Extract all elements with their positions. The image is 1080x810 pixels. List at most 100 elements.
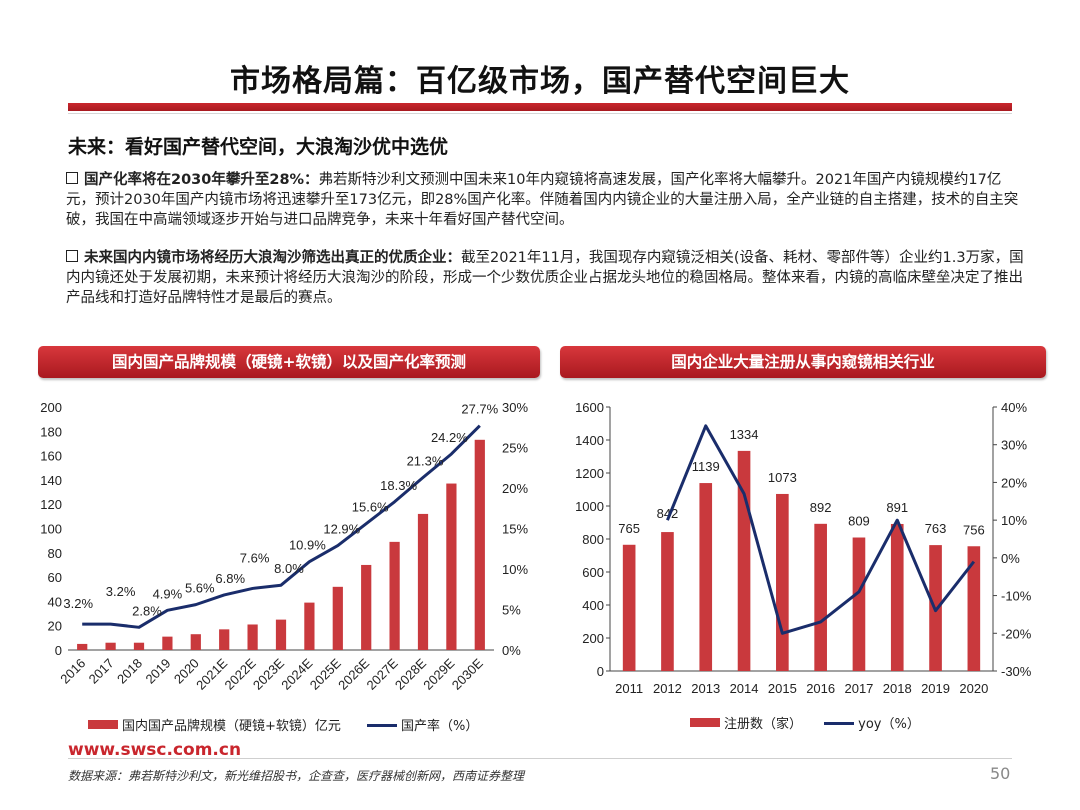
x-tick-label: 2014 xyxy=(730,681,759,696)
y-left-tick-label: 1600 xyxy=(575,400,604,415)
line-value-label: 10.9% xyxy=(289,538,326,553)
y-right-tick-label: 20% xyxy=(502,481,528,496)
line-series xyxy=(82,424,481,629)
x-tick-label: 2017 xyxy=(844,681,873,696)
x-tick-label: 2018 xyxy=(114,656,145,687)
x-tick-label: 2025E xyxy=(307,655,344,692)
bullet-2-text: 截至2021年11月，我国现存内窥镜泛相关(设备、耗材、零部件等）企业约1.3万… xyxy=(66,250,1024,306)
y-left-tick-label: 40 xyxy=(48,594,62,609)
y-right-tick-label: 25% xyxy=(502,441,528,456)
y-left-tick-label: 160 xyxy=(40,449,62,464)
bullet-1: 国产化率将在2030年攀升至28%：弗若斯特沙利文预测中国未来10年内窥镜将高速… xyxy=(66,170,1026,230)
y-left-tick-label: 80 xyxy=(48,546,62,561)
y-right-tick-label: 15% xyxy=(502,522,528,537)
bar-value-label: 892 xyxy=(810,500,832,515)
line-value-label: 4.9% xyxy=(153,586,183,601)
y-left-tick-label: 1400 xyxy=(575,433,604,448)
y-left-tick-label: 1200 xyxy=(575,466,604,481)
bar-value-label: 756 xyxy=(963,522,985,537)
bar xyxy=(190,634,201,650)
bar xyxy=(162,636,173,650)
x-tick-label: 2013 xyxy=(691,681,720,696)
bar xyxy=(852,537,866,671)
bar-value-label: 763 xyxy=(925,521,947,536)
bullet-1-lead: 国产化率将在2030年攀升至28%： xyxy=(84,172,319,188)
line-value-label: 21.3% xyxy=(407,453,444,468)
x-tick-label: 2024E xyxy=(278,655,315,692)
x-tick-label: 2022E xyxy=(222,655,259,692)
bar xyxy=(776,493,789,671)
line-series xyxy=(666,424,976,635)
x-tick-label: 2016 xyxy=(806,681,835,696)
line-value-label: 5.6% xyxy=(185,581,215,596)
bar xyxy=(967,546,981,671)
y-right-tick-label: 10% xyxy=(502,562,528,577)
bar-value-label: 1073 xyxy=(768,470,797,485)
x-tick-label: 2027E xyxy=(364,655,401,692)
left-chart-banner: 国内国产品牌规模（硬镜+软镜）以及国产化率预测 xyxy=(38,346,540,378)
y-left-tick-label: 140 xyxy=(40,473,62,488)
title-rule-thin xyxy=(68,113,1012,114)
y-left-tick-label: 800 xyxy=(582,532,604,547)
x-tick-label: 2015 xyxy=(768,681,797,696)
x-tick-label: 2021E xyxy=(193,655,230,692)
line-value-label: 18.3% xyxy=(380,478,417,493)
left-legend: 国内国产品牌规模（硬镜+软镜）亿元 国产率（%） xyxy=(88,715,478,734)
x-tick-label: 2026E xyxy=(335,655,372,692)
line-value-label: 12.9% xyxy=(323,522,360,537)
bar xyxy=(77,643,88,650)
x-tick-label: 2023E xyxy=(250,655,287,692)
line-value-label: 3.2% xyxy=(63,596,93,611)
bar xyxy=(219,629,230,650)
right-legend-line: yoy（%） xyxy=(824,717,920,732)
line-value-label: 7.6% xyxy=(240,550,270,565)
checkbox-bullet-icon xyxy=(66,250,78,262)
line-value-label: 2.8% xyxy=(132,603,162,618)
y-right-tick-label: 5% xyxy=(502,603,521,618)
right-legend-bar: 注册数（家） xyxy=(690,717,802,732)
bar xyxy=(622,544,636,671)
bar xyxy=(814,523,827,671)
left-legend-bar-label: 国内国产品牌规模（硬镜+软镜）亿元 xyxy=(122,719,341,734)
right-chart-banner: 国内企业大量注册从事内窥镜相关行业 xyxy=(560,346,1046,378)
right-legend: 注册数（家） yoy（%） xyxy=(690,713,920,732)
y-left-tick-label: 180 xyxy=(40,424,62,439)
line-value-label: 24.2% xyxy=(431,430,468,445)
bar-value-label: 809 xyxy=(848,514,870,529)
source-note: 数据来源：弗若斯特沙利文，新光维招股书，企查查，医疗器械创新网，西南证券整理 xyxy=(68,769,525,783)
bullet-1-text: 弗若斯特沙利文预测中国未来10年内窥镜将高速发展，国产化率将大幅攀升。2021年… xyxy=(66,172,1019,228)
checkbox-bullet-icon xyxy=(66,172,78,184)
y-left-tick-label: 200 xyxy=(40,400,62,415)
page-title: 市场格局篇：百亿级市场，国产替代空间巨大 xyxy=(230,64,850,99)
bar xyxy=(304,602,315,650)
website-link[interactable]: www.swsc.com.cn xyxy=(68,740,242,760)
y-right-tick-label: 30% xyxy=(502,400,528,415)
y-left-tick-label: 600 xyxy=(582,565,604,580)
title-rule xyxy=(68,103,1012,111)
y-right-tick-label: -30% xyxy=(1001,664,1032,679)
bar-value-label: 1334 xyxy=(730,427,759,442)
y-left-tick-label: 60 xyxy=(48,570,62,585)
bar-value-label: 891 xyxy=(886,500,908,515)
y-left-tick-label: 20 xyxy=(48,619,62,634)
bar xyxy=(661,532,674,671)
right-legend-bar-label: 注册数（家） xyxy=(724,717,803,732)
y-left-tick-label: 400 xyxy=(582,598,604,613)
x-tick-label: 2019 xyxy=(142,656,173,687)
x-tick-label: 2030E xyxy=(449,655,486,692)
y-left-tick-label: 0 xyxy=(55,643,62,658)
left-legend-line-label: 国产率（%） xyxy=(401,719,479,734)
y-right-tick-label: 10% xyxy=(1001,513,1027,528)
line-swatch-icon xyxy=(824,722,855,725)
x-tick-label: 2017 xyxy=(86,656,117,687)
y-left-tick-label: 200 xyxy=(582,631,604,646)
line-value-label: 3.2% xyxy=(106,584,136,599)
section-heading: 未来：看好国产替代空间，大浪淘沙优中选优 xyxy=(68,136,449,158)
bar-swatch-icon xyxy=(88,720,118,729)
line-value-label: 6.8% xyxy=(215,571,245,586)
bar-value-label: 1139 xyxy=(692,459,720,474)
x-tick-label: 2029E xyxy=(420,655,457,692)
y-left-tick-label: 120 xyxy=(40,497,62,512)
bar xyxy=(332,586,343,650)
right-chart: 0 200 400 600 800 1000 1200 1400 1600 -30% -20% -10… xyxy=(575,400,1032,696)
